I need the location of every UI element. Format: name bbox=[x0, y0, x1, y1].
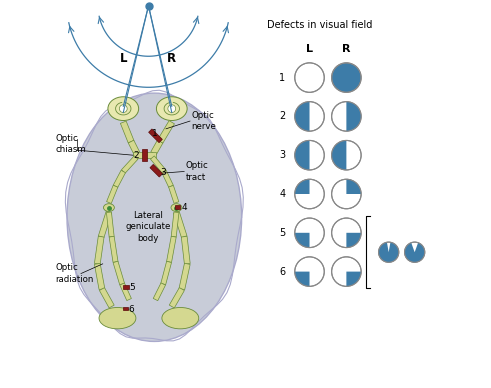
Ellipse shape bbox=[67, 93, 242, 341]
Polygon shape bbox=[142, 149, 147, 161]
Text: 4: 4 bbox=[181, 203, 187, 212]
Wedge shape bbox=[295, 102, 309, 131]
Text: Defects in visual field: Defects in visual field bbox=[267, 20, 372, 30]
Polygon shape bbox=[107, 185, 118, 203]
Text: Lateral
geniculate
body: Lateral geniculate body bbox=[125, 211, 170, 242]
Circle shape bbox=[331, 102, 361, 131]
Ellipse shape bbox=[104, 204, 114, 211]
Text: 6: 6 bbox=[128, 305, 134, 314]
Text: 1: 1 bbox=[279, 73, 285, 83]
Circle shape bbox=[295, 257, 324, 286]
Polygon shape bbox=[153, 283, 165, 301]
Circle shape bbox=[331, 179, 361, 209]
Wedge shape bbox=[405, 243, 425, 262]
Polygon shape bbox=[99, 288, 114, 308]
Polygon shape bbox=[94, 263, 105, 289]
Wedge shape bbox=[295, 233, 309, 248]
Wedge shape bbox=[346, 233, 361, 248]
Text: L: L bbox=[306, 43, 313, 54]
Polygon shape bbox=[179, 263, 190, 290]
Polygon shape bbox=[181, 236, 190, 264]
Circle shape bbox=[295, 102, 324, 131]
Polygon shape bbox=[121, 156, 138, 173]
Text: 6: 6 bbox=[279, 267, 285, 277]
Wedge shape bbox=[295, 272, 309, 286]
Circle shape bbox=[405, 242, 425, 262]
Wedge shape bbox=[346, 179, 361, 194]
Polygon shape bbox=[120, 283, 132, 301]
Polygon shape bbox=[169, 288, 185, 308]
Polygon shape bbox=[113, 170, 126, 187]
Text: 2: 2 bbox=[279, 111, 285, 121]
Circle shape bbox=[331, 257, 361, 286]
Polygon shape bbox=[123, 307, 128, 310]
Circle shape bbox=[331, 63, 361, 92]
Wedge shape bbox=[379, 242, 399, 262]
Text: L: L bbox=[119, 52, 127, 65]
Polygon shape bbox=[162, 170, 173, 187]
Polygon shape bbox=[94, 236, 104, 264]
Text: R: R bbox=[342, 43, 351, 54]
Wedge shape bbox=[295, 140, 309, 170]
Text: Optic
radiation: Optic radiation bbox=[55, 263, 94, 284]
Circle shape bbox=[295, 179, 324, 209]
Polygon shape bbox=[98, 211, 111, 237]
Circle shape bbox=[331, 140, 361, 170]
Polygon shape bbox=[174, 211, 187, 237]
Circle shape bbox=[119, 105, 127, 113]
Polygon shape bbox=[133, 152, 156, 158]
Polygon shape bbox=[120, 121, 134, 143]
Circle shape bbox=[168, 105, 176, 113]
Text: 5: 5 bbox=[129, 283, 135, 293]
Polygon shape bbox=[109, 236, 118, 262]
Ellipse shape bbox=[171, 204, 182, 211]
Wedge shape bbox=[331, 140, 346, 170]
Polygon shape bbox=[107, 212, 114, 237]
Text: 1: 1 bbox=[152, 129, 157, 138]
Polygon shape bbox=[168, 185, 179, 203]
Polygon shape bbox=[151, 140, 163, 155]
Polygon shape bbox=[150, 156, 166, 173]
Circle shape bbox=[295, 218, 324, 248]
Text: Optic
tract: Optic tract bbox=[186, 161, 208, 182]
Polygon shape bbox=[158, 121, 174, 143]
Ellipse shape bbox=[108, 97, 138, 121]
Circle shape bbox=[331, 218, 361, 248]
Wedge shape bbox=[295, 179, 309, 194]
Polygon shape bbox=[166, 236, 176, 262]
Ellipse shape bbox=[162, 307, 199, 329]
Polygon shape bbox=[149, 129, 163, 143]
Text: 2: 2 bbox=[134, 151, 139, 160]
Ellipse shape bbox=[157, 97, 187, 121]
Circle shape bbox=[295, 140, 324, 170]
Text: 4: 4 bbox=[279, 189, 285, 199]
Circle shape bbox=[295, 63, 324, 92]
Text: Optic
chiasm: Optic chiasm bbox=[55, 134, 86, 154]
Text: R: R bbox=[167, 52, 176, 65]
Text: 5: 5 bbox=[279, 228, 285, 238]
Ellipse shape bbox=[99, 307, 136, 329]
Polygon shape bbox=[113, 261, 125, 285]
Text: 3: 3 bbox=[160, 168, 166, 177]
Wedge shape bbox=[346, 102, 361, 131]
Circle shape bbox=[379, 242, 399, 262]
Polygon shape bbox=[123, 285, 129, 289]
Wedge shape bbox=[346, 272, 361, 286]
Polygon shape bbox=[150, 165, 163, 177]
Polygon shape bbox=[161, 261, 171, 285]
Polygon shape bbox=[171, 212, 179, 237]
Text: Optic
nerve: Optic nerve bbox=[191, 111, 216, 131]
Polygon shape bbox=[128, 140, 139, 155]
Polygon shape bbox=[175, 205, 180, 209]
Text: 3: 3 bbox=[279, 150, 285, 160]
